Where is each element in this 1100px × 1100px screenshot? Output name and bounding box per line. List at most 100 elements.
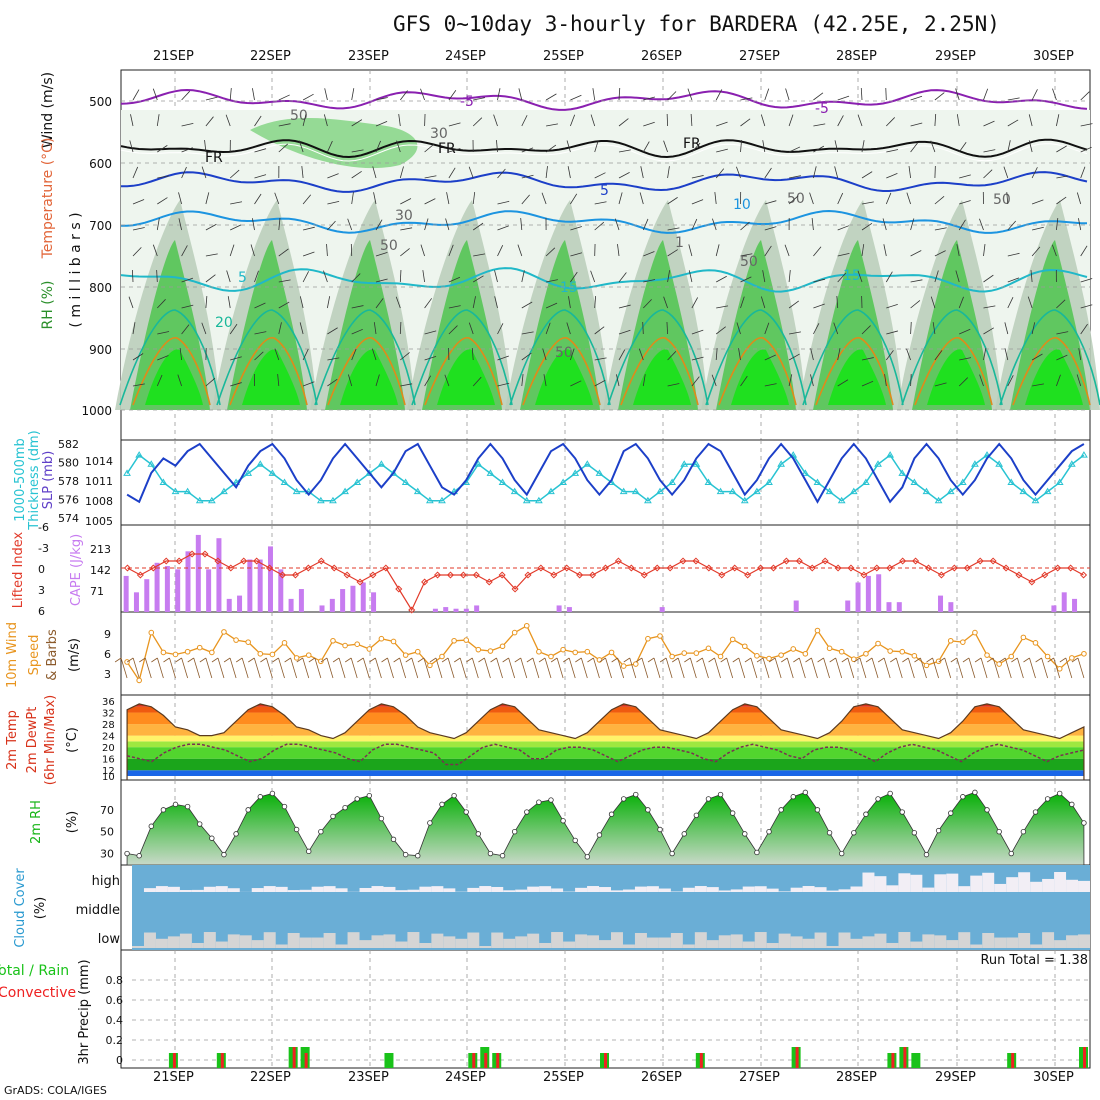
upper-wind-barb [663, 140, 668, 153]
rh-point [948, 810, 954, 816]
upper-wind-barb [594, 296, 596, 309]
upper-wind-barb [324, 88, 328, 101]
upper-wind-barb [906, 348, 911, 361]
wind-barb-tick [151, 657, 158, 663]
cloud-high-bar [251, 888, 264, 892]
upper-wind-barb [594, 379, 606, 387]
rh-point [851, 830, 857, 836]
upper-wind-barb [667, 91, 677, 101]
upper-wind-barb [132, 322, 136, 335]
upper-wind-barb [351, 305, 364, 309]
date-label-bottom: 30SEP [1033, 1070, 1074, 1085]
wind-barb-tick [1071, 657, 1079, 663]
lifted-index-point [266, 564, 274, 572]
wind-barb [1053, 657, 1061, 679]
rh-point [184, 803, 191, 810]
lifted-index-point [937, 571, 945, 579]
lifted-index-point [253, 557, 261, 565]
wind-barb [568, 657, 576, 679]
upper-wind-barb [471, 348, 474, 361]
upper-wind-barb [420, 244, 425, 257]
cloud-low-bar [275, 944, 288, 948]
cape-bar [876, 574, 882, 612]
precip-conv-bar [304, 1053, 308, 1068]
thickness-point [971, 460, 979, 467]
cape-bar [133, 592, 139, 612]
upper-wind-barb [351, 192, 354, 205]
upper-wind-barb [617, 244, 620, 257]
upper-wind-barb [908, 166, 911, 179]
ylabel-precip: 3hr Precip (mm) [77, 959, 92, 1064]
upper-wind-barb [642, 218, 649, 231]
rh-point [524, 809, 530, 815]
upper-wind-barb [157, 355, 169, 361]
temp-bands [127, 703, 1084, 776]
thickness-tick: 582 [58, 438, 79, 451]
upper-wind-barb [643, 121, 655, 127]
rh-point [281, 803, 288, 810]
upper-wind-barb [788, 146, 801, 153]
upper-wind-barb [1056, 196, 1067, 205]
pressure-tick: 800 [89, 281, 112, 295]
rh-point [911, 830, 918, 836]
cloud-low-bar [503, 938, 516, 948]
upper-wind-barb [543, 374, 547, 387]
lifted-index-point [382, 564, 390, 572]
thickness-point [946, 487, 955, 495]
wind-barb [738, 657, 746, 679]
wind-barb-tick [344, 657, 352, 663]
cape-tick: 71 [90, 585, 104, 598]
upper-wind-barb [298, 140, 304, 153]
temp-band [127, 770, 1084, 776]
upper-wind-barb [181, 90, 191, 101]
wind-barb-tick [575, 657, 582, 663]
upper-wind-barb [375, 298, 384, 309]
upper-wind-barb [566, 322, 571, 335]
upper-wind-barb [400, 227, 413, 231]
thickness-tick: 580 [58, 457, 79, 470]
wind-speed-point [826, 645, 833, 652]
isotherm-25 [718, 337, 797, 406]
wind-barb [847, 657, 855, 679]
isotherm-25 [132, 337, 211, 406]
ylabel-slp: SLP (mb) [41, 451, 56, 510]
upper-wind-barb [910, 95, 923, 101]
upper-wind-barb [178, 218, 182, 231]
upper-wind-barb [910, 300, 921, 309]
wind-barb-tick [986, 657, 994, 663]
isotherm-20 [509, 309, 611, 406]
upper-wind-barb [132, 247, 142, 257]
upper-wind-barb [762, 140, 766, 153]
slp-tick: 1014 [85, 455, 113, 468]
upper-wind-barb [1078, 348, 1082, 361]
rh-point [669, 850, 675, 857]
thickness-point [619, 487, 628, 495]
cloud-high-bar [982, 872, 995, 892]
cloud-low-bar [766, 943, 779, 948]
contour-label: -5 [460, 94, 474, 110]
cloud-high-bar [539, 886, 552, 892]
date-label-bottom: 21SEP [153, 1070, 194, 1085]
isotherm-25 [424, 337, 503, 406]
wind-speed-point [523, 622, 530, 629]
temp-tick: 32 [102, 709, 115, 720]
lifted-index-point [989, 557, 997, 565]
upper-wind-barb [910, 373, 912, 387]
lifted-index-point [188, 550, 196, 558]
wind-barb-tick [696, 657, 703, 663]
cloud-high-bar [694, 886, 707, 892]
wind-barb-tick [768, 657, 776, 663]
thickness-point [389, 469, 398, 476]
lifted-index-point [227, 564, 235, 572]
isotherm-20 [607, 309, 709, 406]
upper-wind-barb [181, 147, 193, 153]
cloud-low-bar [1018, 933, 1031, 948]
upper-wind-barb [618, 192, 623, 205]
wind-barb-tick [332, 657, 340, 663]
upper-wind-barb [395, 296, 401, 309]
cloud-high-bar [431, 886, 444, 892]
wind-speed-point [596, 657, 603, 663]
ylabel-cloud-unit: (%) [33, 897, 48, 920]
ylabel-precip-conv: Convective [0, 985, 76, 1001]
upper-wind-barb [424, 330, 437, 335]
